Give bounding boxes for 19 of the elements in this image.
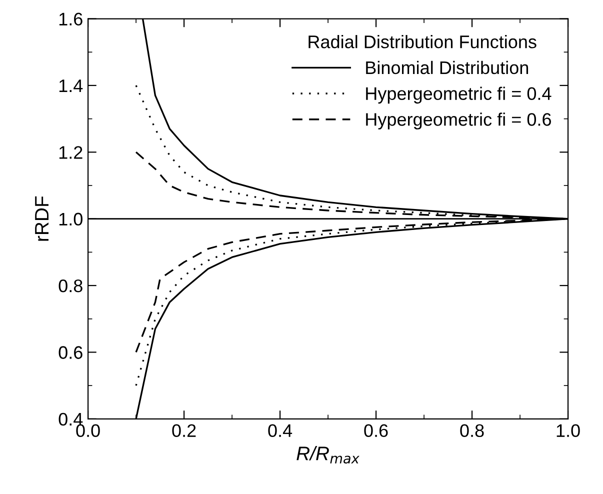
y-tick-label: 0.6 bbox=[58, 346, 82, 359]
legend-label: Hypergeometric fi = 0.4 bbox=[366, 86, 552, 104]
y-tick-label: 1.2 bbox=[59, 146, 82, 159]
y-tick-label: 1.0 bbox=[59, 212, 82, 226]
legend-title: Radial Distribution Functions bbox=[308, 35, 536, 48]
y-axis-title: rRDF bbox=[35, 196, 48, 241]
x-tick-label: 0.2 bbox=[172, 424, 196, 438]
x-axis-title: R/R$_{max}$ bbox=[296, 446, 360, 464]
x-tick-label: 0.6 bbox=[364, 424, 388, 438]
x-tick-label: 0.0 bbox=[76, 424, 100, 438]
x-tick-label: 1.0 bbox=[556, 424, 580, 438]
y-tick-label: 1.4 bbox=[59, 80, 83, 92]
x-tick-label: 0.4 bbox=[268, 424, 292, 438]
legend-label: Hypergeometric fi = 0.6 bbox=[366, 112, 551, 130]
y-tick-label: 0.8 bbox=[58, 279, 82, 292]
legend-label: Binomial Distribution bbox=[366, 60, 528, 74]
y-tick-label: 0.4 bbox=[58, 412, 83, 426]
x-tick-label: 0.8 bbox=[460, 424, 484, 438]
y-tick-label: 1.6 bbox=[59, 12, 82, 26]
